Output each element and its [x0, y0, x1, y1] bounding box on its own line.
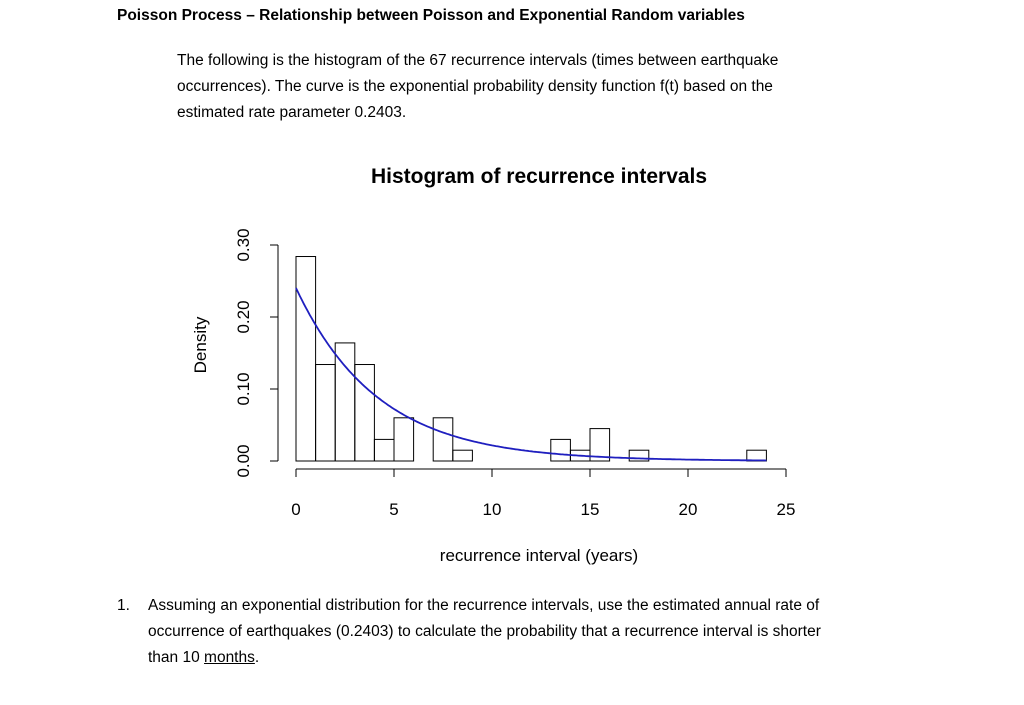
histogram-bar — [628, 449, 650, 462]
histogram-bar — [373, 438, 395, 462]
x-tick-label: 5 — [389, 500, 398, 519]
intro-line: The following is the histogram of the 67… — [177, 52, 779, 69]
question-line-prefix: than 10 — [148, 649, 205, 666]
y-tick-label: 0.30 — [234, 228, 253, 261]
intro-line: estimated rate parameter 0.2403. — [177, 104, 407, 121]
intro-paragraph: The following is the histogram of the 67… — [177, 48, 877, 126]
intro-line: occurrences). The curve is the exponenti… — [177, 78, 773, 95]
exponential-pdf-curve — [295, 287, 767, 462]
x-tick-label: 10 — [483, 500, 502, 519]
histogram-bar — [550, 438, 571, 462]
y-tick-label: 0.00 — [234, 444, 253, 477]
histogram-bar — [589, 428, 611, 462]
question-line: occurrence of earthquakes (0.2403) to ca… — [148, 623, 821, 640]
histogram-bar — [746, 449, 767, 462]
chart-title: Histogram of recurrence intervals — [371, 165, 707, 188]
y-axis-label: Density — [191, 316, 210, 373]
y-tick-label: 0.20 — [234, 300, 253, 333]
question-number: 1. — [117, 597, 130, 614]
question-line-suffix: . — [254, 649, 260, 666]
x-tick-label: 15 — [581, 500, 600, 519]
page-heading: Poisson Process – Relationship between P… — [117, 7, 745, 24]
question-text: Assuming an exponential distribution for… — [148, 593, 908, 671]
x-tick-label: 0 — [291, 500, 300, 519]
plot-area: 0 5 10 15 20 25 0.00 0.10 0.20 0.30 — [234, 228, 795, 519]
histogram-bar — [393, 417, 415, 462]
question-line: Assuming an exponential distribution for… — [148, 597, 820, 614]
x-tick-label: 25 — [777, 500, 796, 519]
histogram-bar — [295, 256, 317, 462]
x-axis-label: recurrence interval (years) — [440, 546, 638, 565]
histogram-bar — [334, 342, 356, 462]
months-underlined: months — [204, 649, 255, 666]
x-tick-label: 20 — [679, 500, 698, 519]
question-line: than 10 months. — [148, 645, 908, 671]
histogram-bar — [452, 449, 473, 462]
histogram-bar — [354, 364, 375, 462]
histogram-bar — [432, 417, 454, 462]
histogram-bar — [315, 364, 336, 462]
y-tick-label: 0.10 — [234, 372, 253, 405]
